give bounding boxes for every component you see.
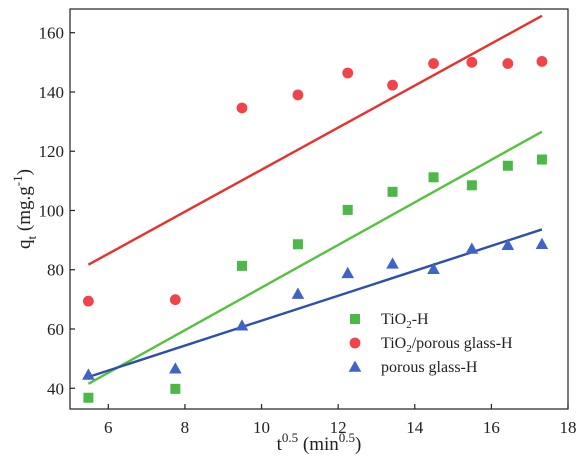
y-tick-label: 160 [39, 24, 65, 43]
data-point [292, 89, 304, 101]
data-point [428, 172, 439, 183]
fit-line [88, 228, 543, 379]
data-point [341, 266, 355, 279]
x-tick-label: 6 [104, 418, 113, 437]
data-point [82, 295, 94, 307]
data-point [466, 180, 477, 191]
data-point [387, 79, 398, 91]
data-point [536, 56, 548, 67]
data-point [342, 204, 353, 215]
data-point [169, 362, 182, 374]
data-point [386, 257, 399, 269]
fit-line [87, 14, 543, 266]
y-tick-label: 60 [47, 320, 64, 339]
x-tick-label: 8 [181, 418, 190, 437]
data-point [237, 260, 248, 271]
x-tick-label: 14 [406, 418, 424, 437]
data-point [501, 238, 515, 250]
data-point [236, 102, 248, 114]
x-tick-label: 16 [483, 418, 500, 437]
data-point [535, 237, 549, 250]
y-tick-label: 120 [39, 142, 65, 161]
data-point [466, 56, 478, 68]
data-point [342, 67, 354, 79]
x-axis-title: t0.5 (min0.5) [277, 430, 362, 455]
y-tick-label: 40 [47, 379, 64, 398]
data-point [292, 239, 303, 250]
legend-marker [350, 314, 360, 324]
y-tick-label: 80 [47, 261, 64, 280]
legend-marker [349, 337, 361, 349]
legend: TiO2-H TiO2/porous glass-H porous glass-H [348, 311, 513, 376]
y-tick-label: 100 [39, 201, 65, 220]
x-tick-label: 18 [560, 418, 577, 437]
legend-label: porous glass-H [381, 359, 478, 376]
data-point [170, 383, 181, 394]
legend-label: TiO2-H [381, 311, 429, 331]
y-axis-title: qt (mg.g-1) [10, 169, 39, 249]
data-point [169, 294, 181, 306]
data-point [502, 58, 514, 69]
data-point [427, 262, 440, 274]
axis-ticks: 6 8 10 12 14 16 18 40 60 80 100 120 140 160 [39, 24, 577, 437]
data-point [502, 160, 513, 171]
data-point [82, 368, 95, 380]
x-tick-label: 12 [330, 418, 347, 437]
data-point [428, 58, 439, 69]
data-markers [82, 56, 549, 403]
fit-lines [87, 14, 543, 385]
fit-line [87, 130, 543, 385]
data-point [291, 287, 305, 299]
plot-frame [69, 8, 569, 410]
x-tick-label: 10 [253, 418, 270, 437]
legend-marker [348, 360, 362, 372]
y-tick-label: 140 [39, 83, 65, 102]
data-point [536, 154, 547, 165]
data-point [465, 242, 479, 254]
legend-label: TiO2/porous glass-H [381, 335, 513, 355]
data-point [83, 392, 94, 403]
data-point [387, 186, 398, 197]
data-point [235, 319, 249, 331]
